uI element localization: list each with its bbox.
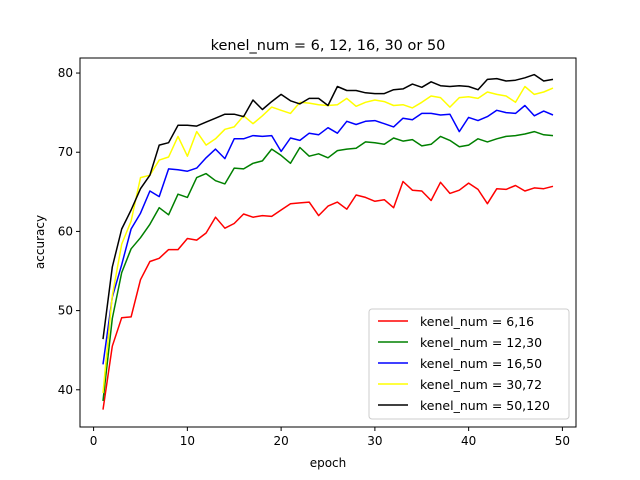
legend-box — [368, 308, 570, 420]
series-line-3 — [102, 104, 554, 365]
y-tick-label: 40 — [58, 383, 73, 397]
y-tick-label: 50 — [58, 304, 73, 318]
legend-label-4: kenel_num = 30,72 — [420, 377, 542, 392]
plot-area: 0 10 20 30 40 50 40 50 60 70 80 — [58, 57, 577, 448]
series-line-1 — [102, 180, 554, 410]
y-tick-label: 60 — [58, 224, 73, 238]
x-axis-label: epoch — [310, 456, 347, 470]
legend: kenel_num = 6,16 kenel_num = 12,30 kenel_n… — [368, 308, 570, 420]
legend-label-1: kenel_num = 6,16 — [420, 314, 534, 329]
y-axis: 40 50 60 70 80 — [58, 66, 80, 397]
series-line-5 — [102, 73, 554, 340]
y-tick-label: 70 — [58, 145, 73, 159]
plot-frame — [79, 57, 577, 428]
x-tick-label: 40 — [461, 434, 476, 448]
series-lines — [102, 73, 554, 410]
series-line-2 — [102, 130, 554, 401]
y-tick-label: 80 — [58, 66, 73, 80]
legend-label-2: kenel_num = 12,30 — [420, 335, 542, 350]
x-tick-label: 50 — [555, 434, 570, 448]
x-axis: 0 10 20 30 40 50 — [90, 427, 570, 448]
legend-label-5: kenel_num = 50,120 — [420, 398, 550, 413]
x-tick-label: 10 — [180, 434, 195, 448]
chart-title: kenel_num = 6, 12, 16, 30 or 50 — [211, 38, 446, 54]
y-axis-label: accuracy — [33, 215, 47, 269]
legend-label-3: kenel_num = 16,50 — [420, 356, 542, 371]
x-tick-label: 30 — [367, 434, 382, 448]
x-tick-label: 0 — [90, 434, 98, 448]
x-tick-label: 20 — [273, 434, 288, 448]
